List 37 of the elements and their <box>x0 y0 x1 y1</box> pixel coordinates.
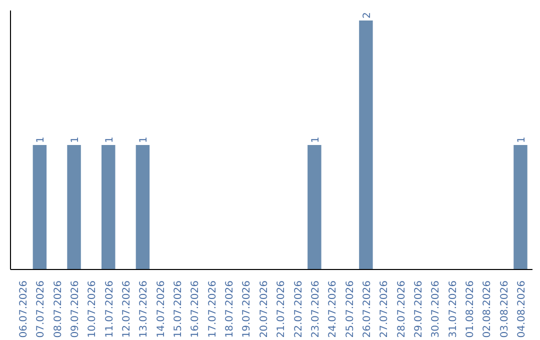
data-label: 1 <box>104 136 116 143</box>
data-label: 1 <box>310 136 322 143</box>
x-tick-label: 18.07.2026 <box>224 280 236 338</box>
x-tick-label: 27.07.2026 <box>379 280 390 338</box>
x-tick-label: 13.07.2026 <box>138 280 150 338</box>
x-tick-label: 04.08.2026 <box>516 280 528 338</box>
x-tick-label: 20.07.2026 <box>258 280 270 338</box>
data-label: 2 <box>362 12 373 18</box>
x-tick-label: 30.07.2026 <box>430 280 442 338</box>
x-tick-label: 19.07.2026 <box>242 280 253 338</box>
x-tick-label: 29.07.2026 <box>413 280 424 338</box>
x-tick-label: 12.07.2026 <box>122 280 133 338</box>
x-tick-label: 17.07.2026 <box>207 280 218 338</box>
x-tick-label: 24.07.2026 <box>328 280 339 338</box>
x-tick-label: 06.07.2026 <box>18 280 30 338</box>
data-label: 1 <box>70 136 82 143</box>
x-tick-label: 11.07.2026 <box>104 280 116 338</box>
x-tick-label: 21.07.2026 <box>276 280 288 338</box>
x-tick-label: 22.07.2026 <box>293 280 304 338</box>
x-tick-label: 01.08.2026 <box>464 280 476 338</box>
x-tick-label: 02.08.2026 <box>482 280 494 338</box>
data-label: 1 <box>36 136 47 143</box>
data-label: 1 <box>516 136 528 143</box>
x-tick-label: 10.07.2026 <box>87 280 98 338</box>
x-tick-label: 14.07.2026 <box>156 280 167 338</box>
x-tick-label: 26.07.2026 <box>362 280 373 338</box>
x-tick-label: 15.07.2026 <box>173 280 184 338</box>
x-tick-label: 09.07.2026 <box>70 280 82 338</box>
x-tick-label: 03.08.2026 <box>499 280 510 338</box>
data-label: 1 <box>138 136 150 143</box>
x-tick-label: 23.07.2026 <box>310 280 322 338</box>
x-tick-label: 31.07.2026 <box>448 280 459 338</box>
x-tick-label: 07.07.2026 <box>36 280 47 338</box>
x-tick-label: 08.07.2026 <box>52 280 64 338</box>
x-tick-label: 16.07.2026 <box>190 280 202 338</box>
x-tick-label: 28.07.2026 <box>396 280 408 338</box>
x-tick-label: 25.07.2026 <box>344 280 356 338</box>
